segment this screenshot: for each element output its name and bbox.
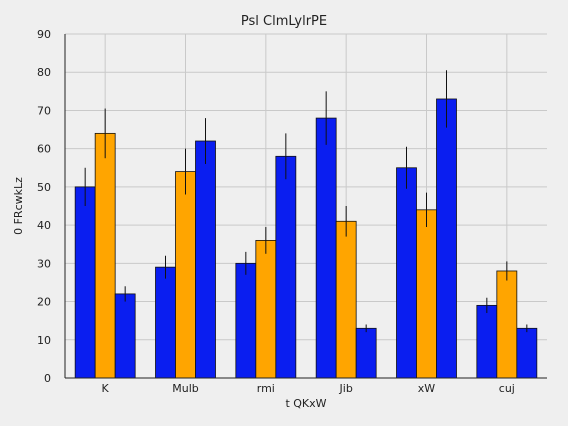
x-tick-label: rmi [257,382,275,395]
bar [74,186,96,379]
bar [436,98,457,379]
bar [235,262,257,379]
x-tick-label: xW [418,382,436,395]
bar [94,132,116,379]
y-tick-label: 10 [37,334,51,347]
y-tick-label: 80 [37,66,51,79]
error-bars [84,70,528,333]
bar [255,239,277,379]
chart-title: Psl ClmLylrPE [241,14,327,29]
bar [175,171,196,379]
bar [476,304,498,379]
x-tick-label: K [102,382,110,395]
x-tick-labels: K Mulb rmi Jib xW cuj [102,382,515,395]
bar [355,327,377,379]
y-tick-label: 0 [44,372,51,385]
bar [416,209,437,379]
bars [74,98,538,379]
gridlines [65,33,547,378]
bar [496,270,518,379]
y-tick-label: 60 [37,143,51,156]
y-tick-label: 50 [37,181,51,194]
bar [396,167,417,379]
y-tick-label: 90 [37,28,51,41]
y-tick-label: 20 [37,296,51,309]
bar [315,117,337,379]
bar [195,140,216,379]
x-tick-label: cuj [499,382,515,395]
y-tick-label: 30 [37,257,51,270]
x-tick-label: Jib [339,382,353,395]
x-axis-label: t QKxW [285,397,326,410]
y-tick-labels: 0 10 20 30 40 50 60 70 80 90 [37,28,51,385]
bar [114,293,136,379]
y-axis-label: 0 FRcwkLz [12,177,25,235]
bar [335,220,357,379]
axes [64,34,547,379]
y-tick-label: 70 [37,104,51,117]
x-tick-label: Mulb [172,382,199,395]
bar [275,155,297,379]
bar [516,327,538,379]
y-tick-label: 40 [37,219,51,232]
bar [155,266,176,379]
